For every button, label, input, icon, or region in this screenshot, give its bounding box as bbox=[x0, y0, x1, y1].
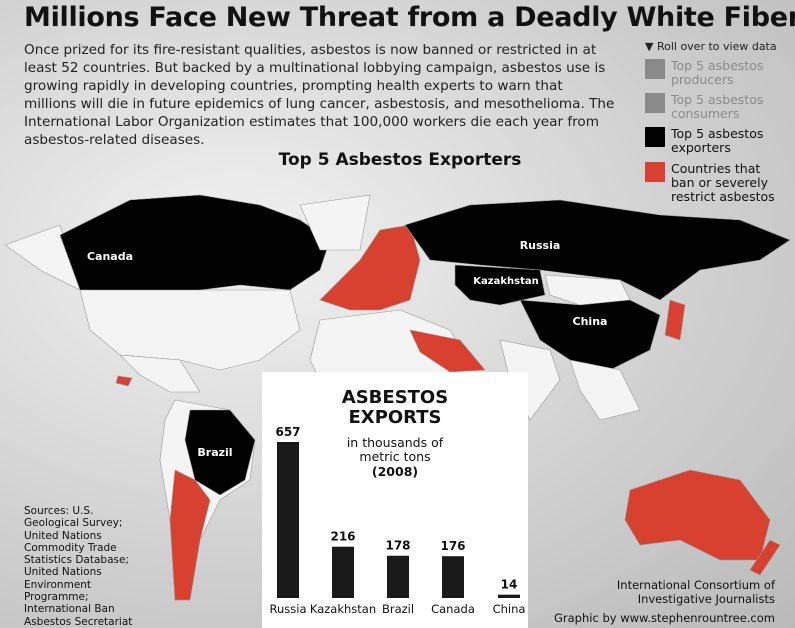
bar bbox=[498, 594, 520, 598]
bar bbox=[387, 555, 409, 598]
title: Millions Face New Threat from a Deadly W… bbox=[24, 2, 795, 33]
legend-label: Top 5 asbestos exporters bbox=[671, 126, 764, 155]
intro: Once prized for its fire-resistant quali… bbox=[24, 42, 615, 148]
organization: International Consortium of Investigativ… bbox=[616, 578, 775, 606]
europe bbox=[319, 224, 421, 311]
legend-swatch bbox=[645, 59, 665, 79]
japan bbox=[664, 299, 686, 341]
map-label: Canada bbox=[87, 250, 133, 263]
value-label: 657 bbox=[275, 425, 300, 439]
bar bbox=[277, 442, 299, 598]
map-label: Russia bbox=[520, 239, 561, 252]
sources: Sources: U.S. Geological Survey; United … bbox=[24, 505, 133, 628]
legend-item[interactable]: Top 5 asbestos producers bbox=[645, 59, 786, 87]
greenland bbox=[299, 194, 371, 251]
chart-panel: 657 Russia 216 Kazakhstan 178 Brazil 176 Canada… bbox=[262, 372, 528, 628]
chart-subtitle: in thousands of metric tons bbox=[346, 435, 444, 464]
bar-chart: 657 Russia 216 Kazakhstan 178 Brazil 176 Canada… bbox=[270, 425, 526, 616]
chart-header: ASBESTOS EXPORTS in thousands of metric … bbox=[262, 387, 528, 480]
x-tick-label: Kazakhstan bbox=[310, 602, 376, 616]
brazil bbox=[184, 409, 256, 496]
canada bbox=[59, 194, 331, 293]
x-tick-label: Canada bbox=[431, 602, 475, 616]
credit: Graphic by www.stephenrountree.com bbox=[554, 611, 775, 625]
legend-label: Countries that ban or severely restrict … bbox=[671, 161, 775, 204]
russia bbox=[404, 199, 791, 301]
legend-item[interactable]: Countries that ban or severely restrict … bbox=[645, 162, 786, 204]
kazakhstan bbox=[454, 264, 546, 306]
value-label: 178 bbox=[385, 539, 410, 553]
x-tick-label: Brazil bbox=[382, 602, 414, 616]
legend-label: Top 5 asbestos consumers bbox=[671, 92, 764, 121]
bar bbox=[442, 556, 464, 598]
legend-swatch bbox=[645, 127, 665, 147]
legend-hint: ▼ Roll over to view data bbox=[645, 40, 777, 53]
map-label: Brazil bbox=[197, 446, 232, 459]
value-label: 176 bbox=[440, 539, 465, 553]
value-label: 216 bbox=[330, 530, 355, 544]
australia bbox=[624, 469, 771, 561]
legend-item[interactable]: Top 5 asbestos consumers bbox=[645, 93, 786, 121]
map-label: Kazakhstan bbox=[473, 276, 538, 287]
chart-title: ASBESTOS EXPORTS bbox=[341, 387, 449, 428]
chart-note: (2008) bbox=[371, 464, 419, 479]
southeast-asia bbox=[569, 359, 641, 421]
legend-item[interactable]: Top 5 asbestos exporters bbox=[645, 127, 786, 155]
legend-label: Top 5 asbestos producers bbox=[671, 58, 764, 87]
central-america bbox=[115, 375, 133, 387]
argentina-chile bbox=[169, 469, 211, 601]
bar bbox=[332, 546, 354, 598]
map-title: Top 5 Asbestos Exporters bbox=[278, 150, 522, 170]
legend-swatch bbox=[645, 162, 665, 182]
legend-swatch bbox=[645, 93, 665, 113]
middle-east bbox=[409, 329, 486, 373]
x-tick-label: China bbox=[493, 602, 526, 616]
china bbox=[519, 299, 661, 371]
x-tick-label: Russia bbox=[270, 602, 307, 616]
value-label: 14 bbox=[501, 578, 518, 592]
usa bbox=[79, 289, 301, 371]
mexico bbox=[119, 354, 201, 393]
new-zealand bbox=[749, 539, 781, 576]
map-label: China bbox=[573, 315, 608, 328]
